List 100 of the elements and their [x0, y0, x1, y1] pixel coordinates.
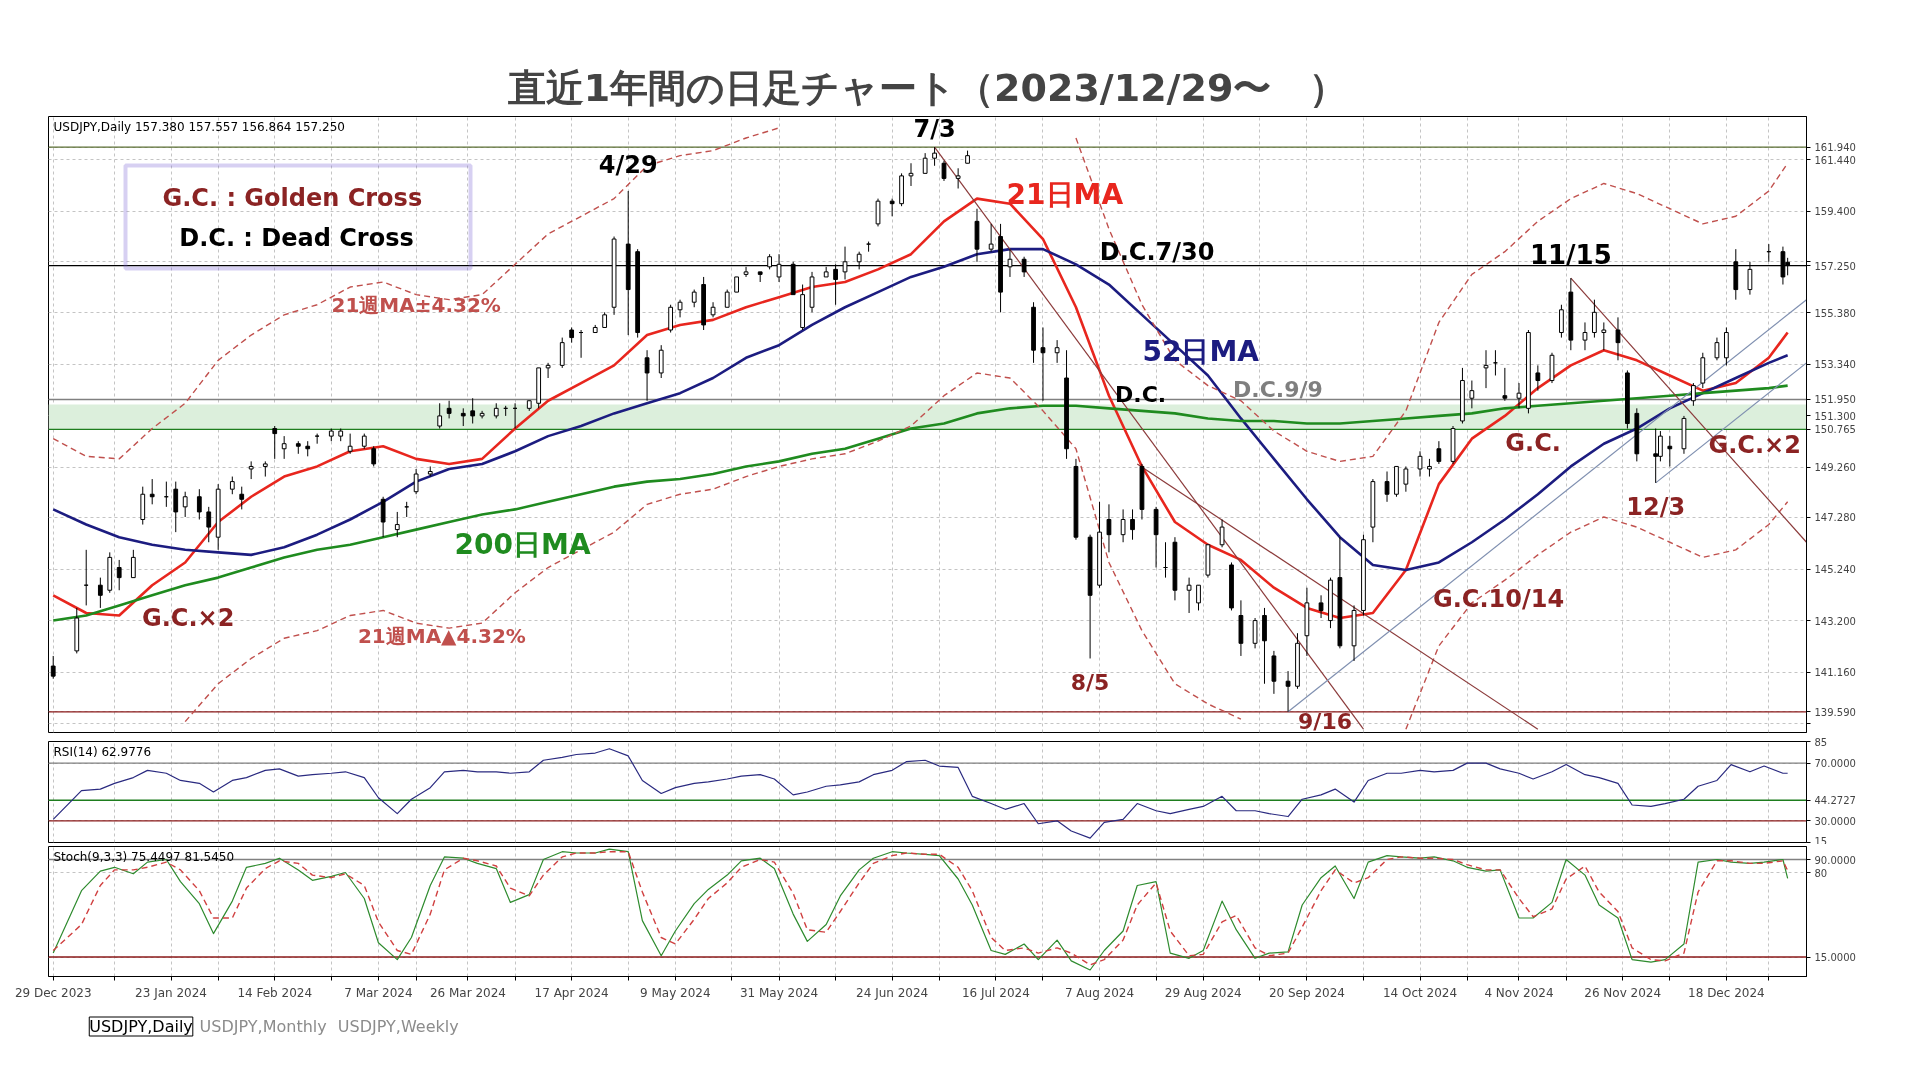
- candlestick: [710, 301, 716, 318]
- candlestick: [1130, 508, 1135, 541]
- candlestick: [1483, 349, 1489, 389]
- candlestick: [1054, 339, 1060, 364]
- x-tick-label: 14 Oct 2024: [1382, 985, 1458, 1000]
- candlestick: [1384, 471, 1390, 503]
- candlestick: [922, 152, 928, 174]
- candlestick: [545, 362, 551, 379]
- candlestick: [1106, 503, 1112, 553]
- annotation: 8/5: [1070, 670, 1110, 696]
- annotation: G.C. : Golden Cross: [162, 183, 423, 212]
- candlestick: [658, 344, 664, 379]
- chart-subtitle: USDJPY,Daily 157.380 157.557 156.864 157.250: [53, 119, 345, 134]
- candlestick: [239, 486, 245, 510]
- y-tick-label: 145.240: [1814, 564, 1856, 576]
- x-tick-label: 9 May 2024: [640, 985, 711, 1000]
- y-tick-label: 151.300: [1814, 410, 1856, 422]
- candlestick: [1040, 326, 1046, 402]
- candlestick: [941, 160, 947, 182]
- text: USDJPY,Weekly: [337, 1017, 459, 1036]
- y-tick-label: 143.200: [1814, 615, 1856, 627]
- candlestick: [1436, 440, 1442, 465]
- candlestick: [1403, 465, 1409, 493]
- x-tick-label: 7 Mar 2024: [344, 985, 413, 1000]
- x-tick-label: 31 May 2024: [739, 985, 819, 1000]
- x-tick-label: 14 Feb 2024: [237, 985, 313, 1000]
- x-tick-label: 23 Jan 2024: [135, 985, 208, 1000]
- candlestick: [371, 445, 377, 467]
- candlestick: [116, 559, 122, 591]
- y-tick-label: 141.160: [1814, 667, 1856, 679]
- candlestick: [1417, 450, 1423, 478]
- y-tick-label: 80: [1814, 867, 1828, 879]
- y-tick-label: 85: [1814, 736, 1828, 748]
- annotation: 4/29: [598, 151, 658, 180]
- y-tick-label: 30.0000: [1814, 815, 1856, 827]
- candlestick: [559, 337, 565, 369]
- y-tick-label: 15.0000: [1814, 952, 1856, 963]
- x-tick-label: 16 Jul 2024: [961, 985, 1030, 1000]
- candlestick: [314, 433, 320, 445]
- y-tick-label: 139.590: [1814, 706, 1856, 718]
- candlestick: [196, 488, 202, 520]
- text: USDJPY,Monthly: [199, 1017, 327, 1036]
- candlestick: [677, 299, 683, 318]
- y-tick-label: 70.0000: [1814, 758, 1856, 770]
- x-tick-label: 4 Nov 2024: [1484, 985, 1554, 1000]
- candlestick: [182, 491, 188, 518]
- candlestick: [206, 506, 212, 543]
- annotation: 7/3: [913, 115, 956, 144]
- x-tick-label: 20 Sep 2024: [1268, 985, 1345, 1000]
- x-tick-label: 26 Nov 2024: [1584, 985, 1662, 1000]
- candlestick: [394, 511, 400, 538]
- candlestick: [446, 400, 452, 419]
- candlestick: [1120, 508, 1126, 543]
- candlestick: [1582, 321, 1588, 351]
- candlestick: [1615, 316, 1621, 361]
- y-tick-label: 155.380: [1814, 307, 1856, 319]
- candlestick: [1502, 367, 1508, 402]
- annotation: G.C.10/14: [1433, 584, 1565, 613]
- candlestick: [1219, 519, 1225, 548]
- candlestick: [1601, 321, 1607, 351]
- annotation: G.C.: [1505, 429, 1561, 458]
- y-tick-label: 159.400: [1814, 206, 1856, 218]
- candlestick: [1559, 304, 1564, 339]
- candlestick: [875, 198, 881, 227]
- candlestick: [1196, 584, 1201, 611]
- candlestick: [347, 433, 353, 455]
- y-tick-label: 150.765: [1814, 424, 1856, 436]
- line-series: [52, 748, 1789, 839]
- x-tick-label: 17 Apr 2024: [534, 985, 609, 1000]
- annotation: D.C.: [1115, 382, 1167, 408]
- annotation: 9/16: [1298, 709, 1353, 735]
- candlestick: [1667, 435, 1673, 467]
- annotation: 11/15: [1529, 240, 1612, 271]
- series-label: 21週MA▲4.32%: [357, 624, 526, 649]
- candlestick: [1714, 337, 1720, 361]
- y-tick-label: 90.0000: [1814, 854, 1856, 866]
- y-tick-label: 147.280: [1814, 512, 1856, 524]
- candlestick: [173, 481, 179, 533]
- candlestick: [644, 349, 650, 402]
- candlestick: [1691, 382, 1696, 407]
- y-tick-label: 161.940: [1814, 142, 1856, 154]
- candlestick: [470, 397, 476, 424]
- x-tick-label: 24 Jun 2024: [856, 985, 929, 1000]
- chart-subtitle: Stoch(9,3,3) 75.4497 81.5450: [53, 849, 235, 864]
- x-tick-label: 29 Dec 2023: [14, 985, 92, 1000]
- annotation: 12/3: [1626, 492, 1686, 521]
- y-tick-label: 151.950: [1814, 394, 1856, 406]
- annotation: D.C. : Dead Cross: [179, 223, 414, 252]
- candlestick: [1285, 670, 1291, 713]
- candlestick: [437, 402, 443, 430]
- candlestick: [413, 468, 419, 495]
- candlestick: [1252, 617, 1258, 649]
- candlestick: [1186, 577, 1192, 614]
- candlestick: [908, 162, 914, 187]
- series-label: 21週MA±4.32%: [331, 293, 501, 318]
- candlestick: [272, 425, 278, 460]
- y-tick-label: 15: [1814, 835, 1828, 847]
- candlestick: [1653, 428, 1659, 484]
- y-tick-label: 153.340: [1814, 359, 1856, 371]
- candlestick: [97, 577, 103, 609]
